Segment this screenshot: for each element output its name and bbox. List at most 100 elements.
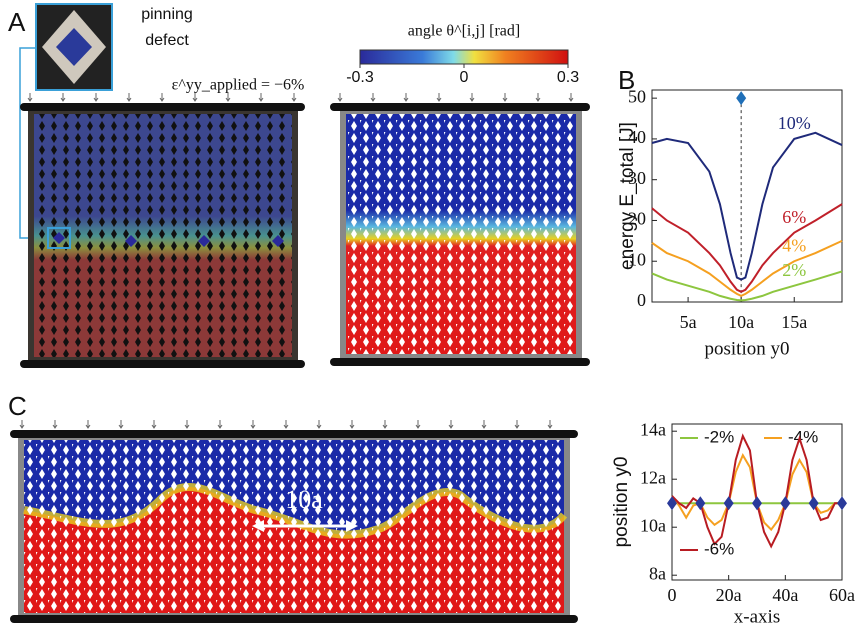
load-arrow xyxy=(514,420,520,429)
line-series xyxy=(651,131,843,281)
x-axis-label: x-axis xyxy=(734,606,780,627)
marker xyxy=(752,496,762,511)
lattice xyxy=(346,114,576,354)
marker xyxy=(667,496,677,511)
load-arrow xyxy=(283,420,289,429)
y-tick-label: 0 xyxy=(637,290,646,310)
load-arrow xyxy=(448,420,454,429)
marker xyxy=(808,496,819,511)
y-tick-label: 10a xyxy=(640,515,666,535)
load-arrow xyxy=(370,93,376,102)
marker xyxy=(837,496,847,511)
load-arrow xyxy=(502,93,508,102)
series-label: 10% xyxy=(778,113,811,133)
load-arrow xyxy=(151,420,157,429)
line-series xyxy=(651,203,843,293)
load-arrow xyxy=(159,93,165,102)
legend-label: -6% xyxy=(704,539,734,558)
lattice xyxy=(34,114,292,357)
y-tick-label: 40 xyxy=(628,127,646,147)
load-arrow xyxy=(85,420,91,429)
plate xyxy=(10,615,578,623)
plate xyxy=(330,358,590,366)
x-tick-label: 20a xyxy=(716,585,742,605)
marker xyxy=(723,496,734,511)
strain-label: ε^yy_applied = −6% xyxy=(172,77,305,94)
load-arrow xyxy=(52,420,58,429)
load-arrow xyxy=(118,420,124,429)
load-arrow xyxy=(337,93,343,102)
legend-label: -4% xyxy=(788,427,818,446)
line-series xyxy=(671,433,842,549)
line-series xyxy=(671,452,842,532)
colorbar-tick-label: -0.3 xyxy=(346,69,374,86)
load-arrow xyxy=(535,93,541,102)
load-arrow xyxy=(436,93,442,102)
y-tick-label: 30 xyxy=(628,168,646,188)
load-arrow xyxy=(349,420,355,429)
panel-label: B xyxy=(618,65,635,95)
inset-label: pinning xyxy=(141,6,193,23)
colorbar xyxy=(359,49,569,65)
load-arrow xyxy=(27,93,33,102)
defect-box xyxy=(47,227,71,249)
plot-frame xyxy=(651,89,843,303)
line-series xyxy=(651,270,843,302)
inset-defect xyxy=(56,28,92,66)
y-tick-label: 12a xyxy=(640,467,666,487)
load-arrow xyxy=(403,93,409,102)
y-tick-label: 10 xyxy=(628,249,646,269)
load-arrow xyxy=(469,93,475,102)
y-axis-label: energy E_total [J] xyxy=(617,122,638,270)
panel-label: C xyxy=(8,391,27,421)
y-tick-label: 50 xyxy=(628,86,646,106)
y-axis-label: position y0 xyxy=(611,457,632,548)
load-arrow xyxy=(382,420,388,429)
y-tick-label: 8a xyxy=(649,563,666,583)
x-tick-label: 5a xyxy=(680,312,697,332)
load-arrow xyxy=(316,420,322,429)
series-label: 2% xyxy=(782,260,806,280)
y-tick-label: 20 xyxy=(628,209,646,229)
series-label: 6% xyxy=(782,207,806,227)
wavelength-label: 10a xyxy=(285,485,323,514)
load-arrow xyxy=(217,420,223,429)
x-tick-label: 60a xyxy=(829,585,855,605)
load-arrow xyxy=(568,93,574,102)
series-label: 4% xyxy=(782,235,806,255)
colorbar-label: angle θ^[i,j] [rad] xyxy=(408,23,520,40)
load-arrow xyxy=(291,93,297,102)
marker xyxy=(695,496,706,511)
load-arrow xyxy=(547,420,553,429)
marker xyxy=(780,496,791,511)
colorbar-tick-label: 0.3 xyxy=(557,69,579,86)
plate xyxy=(20,103,305,111)
colorbar-tick-label: 0 xyxy=(460,69,469,86)
x-tick-label: 40a xyxy=(772,585,798,605)
plate xyxy=(330,103,590,111)
load-arrow xyxy=(93,93,99,102)
inset-frame xyxy=(35,3,113,91)
load-arrow xyxy=(481,420,487,429)
plate xyxy=(20,360,305,368)
line-series xyxy=(651,239,843,297)
x-tick-label: 10a xyxy=(728,312,754,332)
load-arrow xyxy=(258,93,264,102)
legend-label: -2% xyxy=(704,427,734,446)
load-arrow xyxy=(415,420,421,429)
x-tick-label: 15a xyxy=(781,312,807,332)
plate xyxy=(10,430,578,438)
load-arrow xyxy=(250,420,256,429)
y-tick-label: 14a xyxy=(640,419,666,439)
load-arrow xyxy=(192,93,198,102)
load-arrow xyxy=(126,93,132,102)
panel-label: A xyxy=(8,7,26,37)
load-arrow xyxy=(225,93,231,102)
x-axis-label: position y0 xyxy=(705,338,790,359)
load-arrow xyxy=(184,420,190,429)
load-arrow xyxy=(19,420,25,429)
load-arrow xyxy=(60,93,66,102)
marker xyxy=(736,91,747,106)
inset-label: defect xyxy=(145,32,189,49)
